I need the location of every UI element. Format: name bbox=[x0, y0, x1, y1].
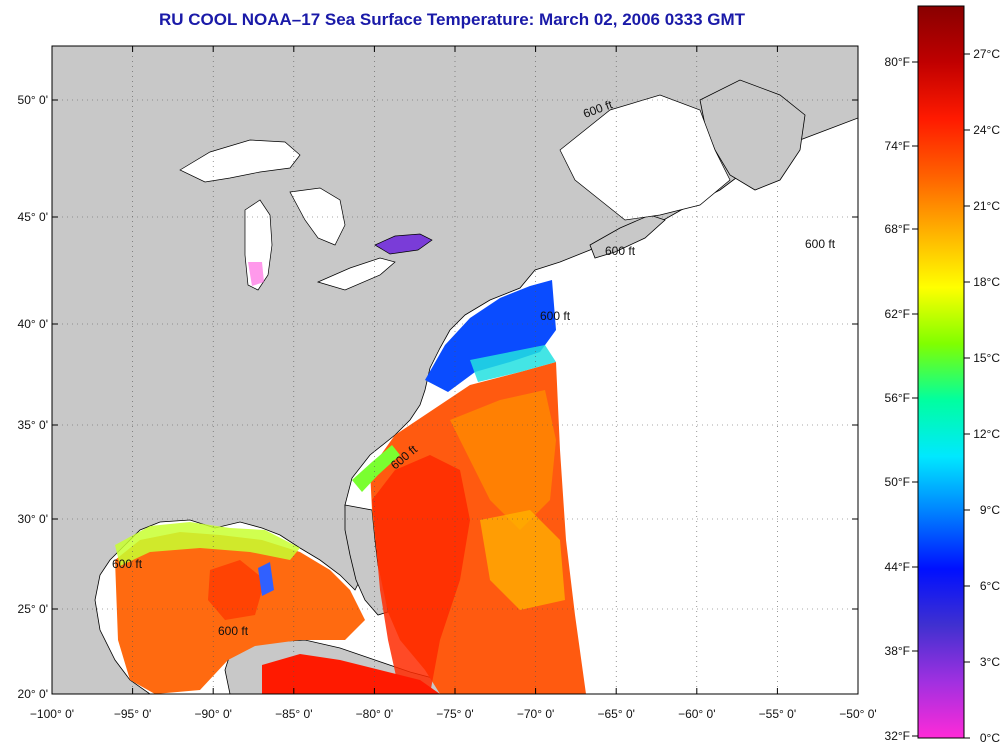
celsius-label: 18°C bbox=[973, 275, 1000, 289]
fahrenheit-label: 74°F bbox=[885, 139, 910, 153]
sst-cyan-band bbox=[470, 345, 556, 382]
gulf-st-lawrence bbox=[559, 94, 731, 221]
contour-label: 600 ft bbox=[112, 557, 143, 571]
longitude-label: −55° 0' bbox=[759, 707, 796, 721]
fahrenheit-label: 68°F bbox=[885, 222, 910, 236]
longitude-axis: −100° 0' −95° 0' −90° 0' −85° 0' −80° 0' −75°… bbox=[30, 46, 877, 721]
map-plot-area bbox=[52, 46, 858, 694]
latitude-label: 40° 0' bbox=[18, 317, 48, 331]
longitude-label: −80° 0' bbox=[356, 707, 393, 721]
longitude-label: −90° 0' bbox=[194, 707, 231, 721]
sst-caribbean bbox=[262, 654, 440, 694]
longitude-label: −95° 0' bbox=[114, 707, 151, 721]
celsius-label: 15°C bbox=[973, 351, 1000, 365]
graticule bbox=[52, 46, 858, 694]
colorbar bbox=[917, 5, 965, 739]
celsius-label: 3°C bbox=[980, 655, 1000, 669]
longitude-label: −50° 0' bbox=[839, 707, 876, 721]
latitude-label: 45° 0' bbox=[18, 210, 48, 224]
fahrenheit-label: 80°F bbox=[885, 55, 910, 69]
celsius-label: 0°C bbox=[980, 731, 1000, 745]
celsius-label: 9°C bbox=[980, 503, 1000, 517]
fahrenheit-label: 32°F bbox=[885, 729, 910, 743]
contour-label: 600 ft bbox=[540, 309, 571, 323]
lake-michigan-ice bbox=[248, 262, 264, 286]
celsius-label: 6°C bbox=[980, 579, 1000, 593]
fahrenheit-label: 56°F bbox=[885, 391, 910, 405]
sst-yellow-patch bbox=[480, 510, 565, 610]
longitude-label: −85° 0' bbox=[275, 707, 312, 721]
land-nova-scotia bbox=[589, 214, 666, 259]
fahrenheit-label: 38°F bbox=[885, 644, 910, 658]
land-florida bbox=[344, 504, 389, 616]
colorbar-fahrenheit-labels: 80°F 74°F 68°F 62°F 56°F 50°F 44°F 38°F 32°F bbox=[885, 55, 918, 743]
latitude-label: 25° 0' bbox=[18, 602, 48, 616]
sst-gulf-blue-spot bbox=[258, 562, 274, 596]
fahrenheit-label: 50°F bbox=[885, 475, 910, 489]
contour-label: 600 ft bbox=[605, 244, 636, 258]
celsius-label: 27°C bbox=[973, 47, 1000, 61]
sst-shelf-green bbox=[352, 445, 400, 492]
longitude-label: −100° 0' bbox=[30, 707, 74, 721]
colorbar-celsius-labels: 27°C 24°C 21°C 18°C 15°C 12°C 9°C 6°C 3°C 0°C bbox=[964, 47, 1000, 745]
latitude-label: 35° 0' bbox=[18, 418, 48, 432]
sst-gulf-stream bbox=[450, 390, 556, 530]
sst-gulf-cold-coast bbox=[115, 522, 300, 566]
sst-gulf-eddy bbox=[208, 560, 265, 620]
lake-huron bbox=[289, 187, 346, 246]
latitude-label: 20° 0' bbox=[18, 687, 48, 701]
latitude-label: 30° 0' bbox=[18, 512, 48, 526]
contour-label: 600 ft bbox=[218, 624, 249, 638]
sst-warm-core bbox=[372, 455, 470, 694]
map-title: RU COOL NOAA–17 Sea Surface Temperature:… bbox=[158, 10, 746, 29]
lake-ontario bbox=[374, 233, 433, 255]
longitude-label: −70° 0' bbox=[517, 707, 554, 721]
celsius-label: 21°C bbox=[973, 199, 1000, 213]
contour-label: 600 ft bbox=[805, 237, 836, 251]
sst-cold-shelf bbox=[425, 280, 556, 392]
latitude-axis: 20° 0' 25° 0' 30° 0' 35° 0' 40° 0' 45° 0' 50° … bbox=[18, 93, 858, 701]
longitude-label: −75° 0' bbox=[436, 707, 473, 721]
latitude-label: 50° 0' bbox=[18, 93, 48, 107]
celsius-label: 24°C bbox=[973, 123, 1000, 137]
longitude-label: −60° 0' bbox=[678, 707, 715, 721]
celsius-label: 12°C bbox=[973, 427, 1000, 441]
lake-erie bbox=[316, 257, 396, 291]
fahrenheit-label: 62°F bbox=[885, 307, 910, 321]
longitude-label: −65° 0' bbox=[597, 707, 634, 721]
lake-superior bbox=[179, 139, 301, 183]
fahrenheit-label: 44°F bbox=[885, 560, 910, 574]
